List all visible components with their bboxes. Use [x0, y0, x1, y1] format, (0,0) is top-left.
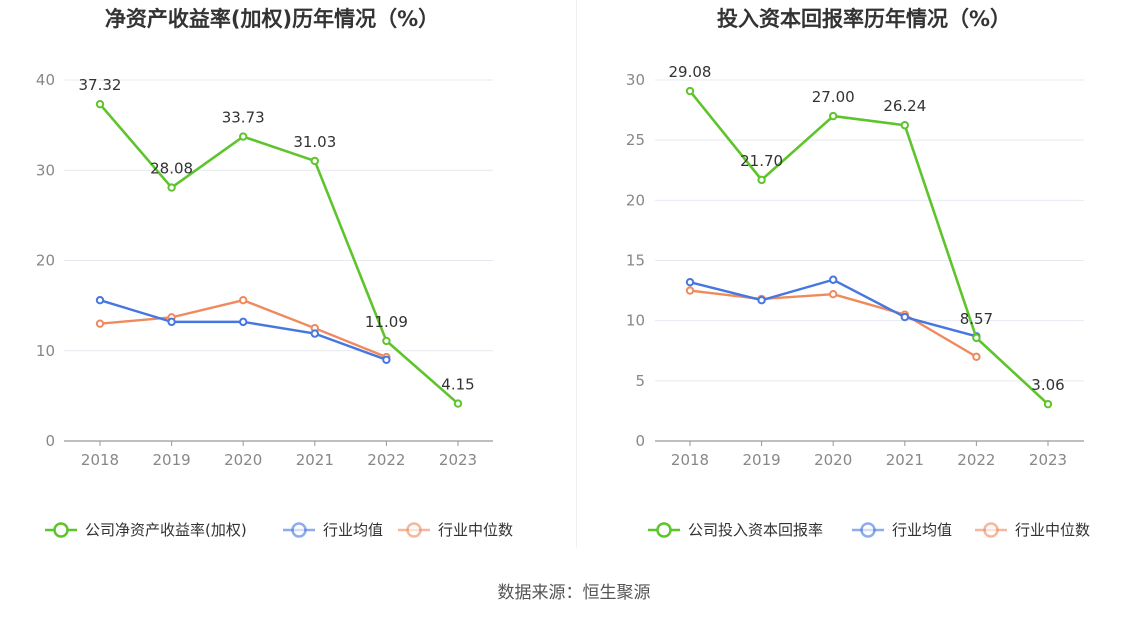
- data-point-company[interactable]: [95, 99, 105, 109]
- x-tick-label: 2022: [367, 451, 405, 469]
- y-tick-label: 40: [36, 71, 55, 89]
- x-tick-label: 2019: [153, 451, 191, 469]
- data-label: 28.08: [150, 160, 193, 178]
- series-line-median: [99, 299, 387, 359]
- data-point-company[interactable]: [453, 399, 463, 408]
- data-label: 31.03: [293, 133, 336, 151]
- y-tick-label: 20: [36, 252, 55, 270]
- x-tick-label: 2021: [886, 451, 924, 469]
- data-point-median[interactable]: [685, 286, 695, 295]
- data-point-company[interactable]: [757, 175, 766, 185]
- series-line-company: [99, 103, 459, 405]
- data-point-median[interactable]: [829, 289, 838, 299]
- y-tick-label: 10: [626, 312, 645, 330]
- y-tick-label: 25: [626, 131, 645, 149]
- roic-line-chart: 投入资本回报率历年情况（%） 0 5 10 15 20 25 30 2018 2019 2020 20…: [626, 7, 1090, 539]
- y-tick-label: 20: [626, 191, 645, 209]
- legend-item-company[interactable]: 公司投入资本回报率: [648, 521, 823, 539]
- x-tick-label: 2023: [1029, 451, 1067, 469]
- data-label: 29.08: [669, 63, 712, 81]
- series-line-avg: [689, 278, 977, 338]
- data-point-company[interactable]: [900, 121, 909, 130]
- y-tick-label: 15: [626, 252, 645, 270]
- data-point-company[interactable]: [167, 183, 176, 192]
- data-point-avg[interactable]: [757, 296, 766, 305]
- roic-chart-panel: 投入资本回报率历年情况（%） 0 5 10 15 20 25 30 2018 2019 2020 20…: [574, 0, 1148, 560]
- data-label: 8.57: [960, 310, 993, 328]
- data-point-median[interactable]: [239, 296, 248, 305]
- data-point-median[interactable]: [972, 352, 981, 361]
- x-tick-label: 2020: [814, 451, 852, 469]
- data-label: 11.09: [365, 313, 408, 331]
- legend-swatch-marker: [860, 522, 876, 538]
- x-tick-label: 2022: [957, 451, 995, 469]
- data-label: 4.15: [441, 376, 474, 394]
- data-point-avg[interactable]: [685, 277, 695, 287]
- chart-title: 投入资本回报率历年情况（%）: [717, 7, 1011, 31]
- legend-label: 公司净资产收益率(加权): [85, 521, 247, 539]
- chart-title: 净资产收益率(加权)历年情况（%）: [105, 7, 439, 31]
- data-point-company[interactable]: [829, 111, 838, 121]
- data-point-avg[interactable]: [95, 296, 105, 305]
- chart-body: 投入资本回报率历年情况（%） 0 5 10 15 20 25 30 2018 2019 2020 20…: [626, 7, 1090, 539]
- legend-swatch-marker: [291, 522, 307, 538]
- legend-swatch-marker: [656, 522, 672, 538]
- series-line-company: [688, 90, 1049, 406]
- data-point-avg[interactable]: [310, 329, 319, 338]
- data-point-company[interactable]: [972, 333, 981, 343]
- legend-label: 行业均值: [892, 521, 952, 539]
- data-point-avg[interactable]: [239, 317, 248, 327]
- x-tick-label: 2018: [81, 451, 119, 469]
- x-tick-label: 2018: [671, 451, 709, 469]
- data-label: 26.24: [883, 97, 926, 115]
- data-label: 21.70: [740, 152, 783, 170]
- y-tick-label: 0: [635, 432, 645, 450]
- y-tick-label: 30: [626, 71, 645, 89]
- data-label: 33.73: [222, 109, 265, 127]
- roe-line-chart: 净资产收益率(加权)历年情况（%） 0 10 20 30 40 2018 2019 2020 20…: [36, 7, 513, 539]
- legend-item-avg[interactable]: 行业均值: [852, 521, 952, 539]
- data-point-company[interactable]: [1043, 399, 1053, 409]
- data-point-company[interactable]: [239, 132, 248, 141]
- legend-item-median[interactable]: 行业中位数: [975, 521, 1090, 539]
- data-point-company[interactable]: [382, 336, 391, 346]
- data-label: 3.06: [1031, 376, 1064, 394]
- x-tick-label: 2019: [743, 451, 781, 469]
- x-tick-label: 2020: [224, 451, 262, 469]
- legend-item-median[interactable]: 行业中位数: [398, 521, 513, 539]
- data-point-avg[interactable]: [829, 275, 838, 284]
- data-source-note: 数据来源：恒生聚源: [497, 583, 651, 603]
- data-point-avg[interactable]: [167, 317, 176, 327]
- y-tick-label: 10: [36, 342, 55, 360]
- data-point-median[interactable]: [95, 319, 105, 328]
- y-tick-label: 0: [45, 432, 55, 450]
- legend-item-company[interactable]: 公司净资产收益率(加权): [45, 521, 247, 539]
- x-tick-label: 2023: [439, 451, 477, 469]
- legend-label: 行业中位数: [438, 521, 513, 539]
- data-point-company[interactable]: [685, 86, 695, 96]
- legend-label: 行业中位数: [1015, 521, 1090, 539]
- legend-swatch-marker: [53, 522, 69, 538]
- x-tick-label: 2021: [296, 451, 334, 469]
- chart-body: 净资产收益率(加权)历年情况（%） 0 10 20 30 40 2018 2019 2020 20…: [36, 7, 513, 539]
- legend-item-avg[interactable]: 行业均值: [283, 521, 383, 539]
- data-label: 37.32: [79, 76, 122, 94]
- legend-swatch-marker: [406, 522, 422, 538]
- legend-label: 行业均值: [323, 521, 383, 539]
- data-point-avg[interactable]: [382, 355, 391, 364]
- data-point-avg[interactable]: [900, 312, 909, 322]
- roe-chart-panel: 净资产收益率(加权)历年情况（%） 0 10 20 30 40 2018 2019 2020 20…: [0, 0, 574, 560]
- y-tick-label: 30: [36, 161, 55, 179]
- legend-swatch-marker: [983, 522, 999, 538]
- data-point-company[interactable]: [310, 156, 319, 166]
- data-label: 27.00: [812, 88, 855, 106]
- y-tick-label: 5: [635, 372, 645, 390]
- panel-divider: [576, 0, 577, 548]
- legend-label: 公司投入资本回报率: [688, 521, 823, 539]
